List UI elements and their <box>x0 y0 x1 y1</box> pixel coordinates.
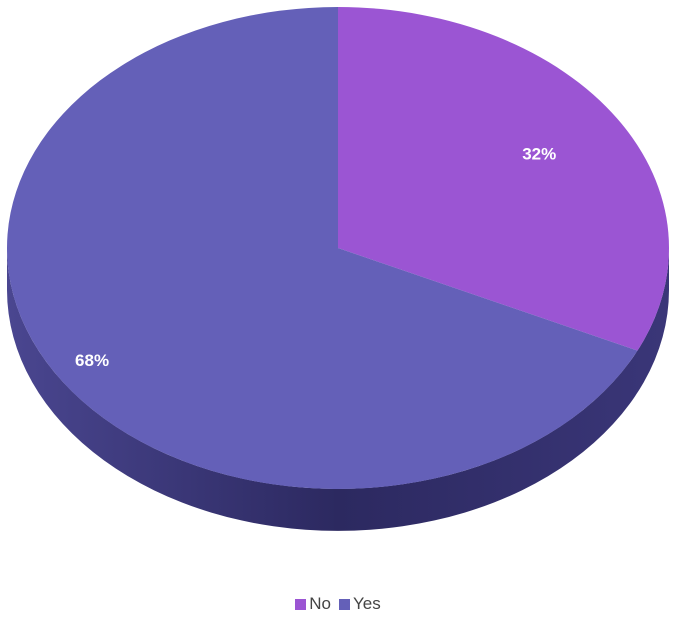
legend-label-no: No <box>309 594 331 613</box>
legend: No Yes <box>0 594 676 614</box>
pie-slice-label-yes: 68% <box>75 351 109 370</box>
pie-slice-yes[interactable] <box>6 7 638 489</box>
pie-slice-label-no: 32% <box>522 145 556 164</box>
pie-slice-no[interactable] <box>338 7 669 351</box>
legend-swatch-yes <box>339 598 350 610</box>
legend-item-yes: Yes <box>339 594 381 614</box>
pie-3d-side <box>7 248 669 531</box>
pie-slices <box>6 7 669 489</box>
legend-label-yes: Yes <box>353 594 381 613</box>
pie-labels: 32% 68% <box>75 145 556 371</box>
legend-item-no: No <box>295 594 331 614</box>
legend-swatch-no <box>295 598 307 610</box>
pie-side-wall <box>7 248 669 531</box>
